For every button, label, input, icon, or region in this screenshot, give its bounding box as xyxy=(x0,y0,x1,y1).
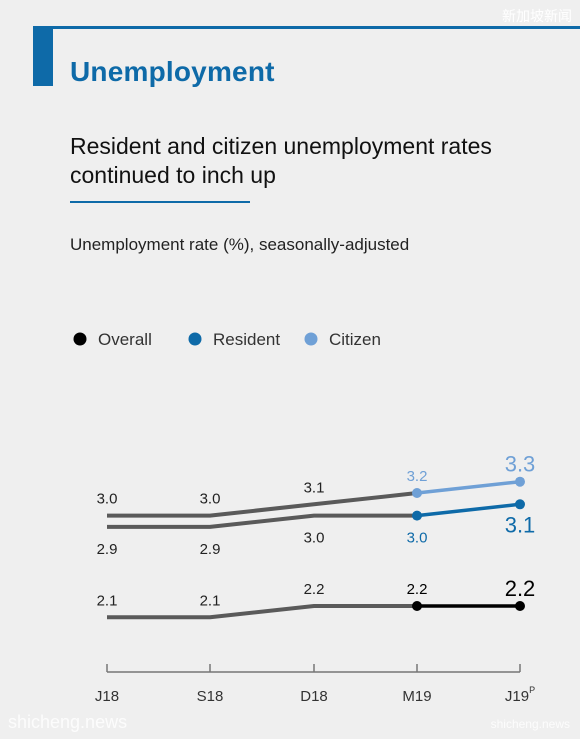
accent-bar xyxy=(33,26,53,86)
legend-marker-overall xyxy=(73,332,87,346)
data-label-citizen-s18: 3.0 xyxy=(200,491,221,508)
data-label-overall-s18: 2.1 xyxy=(200,592,221,609)
legend-marker-citizen xyxy=(304,332,318,346)
x-tick-label-m19: M19 xyxy=(402,688,431,705)
watermark-bottom-left: shicheng.news xyxy=(8,712,128,732)
data-label-resident-m19: 3.0 xyxy=(407,530,428,547)
headline: Resident and citizen unemployment rates … xyxy=(70,133,492,188)
x-tick-label-s18: S18 xyxy=(197,688,224,705)
x-tick-label-d18: D18 xyxy=(300,688,328,705)
data-point-resident-m19 xyxy=(412,510,422,521)
data-label-resident-s18: 2.9 xyxy=(200,541,221,558)
top-rule xyxy=(33,26,580,29)
series-line-resident xyxy=(416,502,521,518)
data-label-overall-j19: 2.2 xyxy=(505,576,536,601)
data-point-citizen-m19 xyxy=(412,488,422,498)
x-tick-label-j19: J19P xyxy=(505,685,535,705)
legend-label-citizen: Citizen xyxy=(329,330,381,349)
data-point-resident-j19 xyxy=(515,499,525,510)
legend-label-resident: Resident xyxy=(213,330,280,349)
data-point-citizen-j19 xyxy=(515,476,525,487)
data-label-resident-d18: 3.0 xyxy=(304,530,325,547)
data-label-citizen-d18: 3.1 xyxy=(304,479,325,496)
data-point-overall-m19 xyxy=(412,601,422,611)
x-tick-label-j18: J18 xyxy=(95,688,119,705)
data-label-citizen-j18: 3.0 xyxy=(97,491,118,508)
data-label-overall-m19: 2.2 xyxy=(407,581,428,598)
data-label-overall-j18: 2.1 xyxy=(97,592,118,609)
data-label-resident-j19: 3.1 xyxy=(505,512,536,537)
watermark-bottom-right: shicheng.news xyxy=(490,717,570,731)
watermark-top: 新加坡新闻 xyxy=(502,8,572,24)
series-line-history-resident xyxy=(107,513,417,529)
series-line-history-overall xyxy=(107,604,417,620)
headline-rule xyxy=(70,201,250,203)
series-line-history-citizen xyxy=(107,491,418,518)
data-point-overall-j19 xyxy=(515,601,525,611)
legend-label-overall: Overall xyxy=(98,330,152,349)
legend-marker-resident xyxy=(188,332,202,346)
data-label-citizen-m19: 3.2 xyxy=(407,468,428,485)
data-label-resident-j18: 2.9 xyxy=(97,541,118,558)
data-label-overall-d18: 2.2 xyxy=(304,581,325,598)
section-title: Unemployment xyxy=(70,56,275,87)
data-label-citizen-j19: 3.3 xyxy=(505,452,536,477)
chart-subtitle: Unemployment rate (%), seasonally-adjust… xyxy=(70,235,410,254)
series-line-citizen xyxy=(416,479,521,495)
